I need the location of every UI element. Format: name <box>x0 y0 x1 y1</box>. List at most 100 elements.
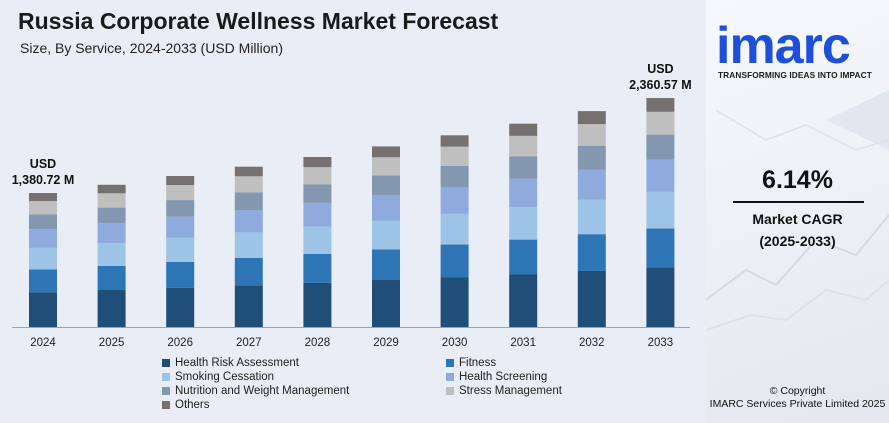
bar-segment <box>29 269 57 293</box>
bar-segment <box>646 111 675 135</box>
legend-label: Stress Management <box>459 385 562 397</box>
bar-segment <box>97 223 126 244</box>
bar-segment <box>372 175 400 196</box>
data-label-start-value: 1,380.72 M <box>12 173 75 187</box>
legend-swatch <box>162 359 170 367</box>
bar-segment <box>166 287 195 327</box>
bar-segment <box>97 290 126 327</box>
bar-segment <box>234 166 263 177</box>
bar-segment <box>577 145 606 170</box>
cagr-period: (2025-2033) <box>759 233 836 249</box>
bar-segment <box>234 285 263 327</box>
bar-segment <box>509 156 538 179</box>
bar-segment <box>577 270 606 327</box>
bar-segment <box>29 214 57 230</box>
bar-segment <box>97 193 126 208</box>
legend-swatch <box>446 373 454 381</box>
x-tick-label: 2033 <box>648 337 674 349</box>
bar-segment <box>97 243 126 266</box>
bar-segment <box>646 191 675 229</box>
legend-swatch <box>446 387 454 395</box>
x-tick-label: 2031 <box>510 337 536 349</box>
legend-label: Others <box>175 399 210 411</box>
chart-subtitle: Size, By Service, 2024-2033 (USD Million… <box>20 40 283 56</box>
copyright: © Copyright IMARC Services Private Limit… <box>706 385 889 411</box>
bar-segment <box>440 187 469 214</box>
bar-segment <box>646 134 675 160</box>
bar-segment <box>97 207 126 224</box>
x-tick-label: 2029 <box>373 337 399 349</box>
background-chart-decoration <box>706 90 889 331</box>
bar-segment <box>440 146 469 166</box>
bar-segment <box>509 178 538 208</box>
copyright-line-1: © Copyright <box>769 385 826 397</box>
bar-segment <box>577 124 606 146</box>
bar-segment <box>303 167 332 185</box>
bar-segment <box>29 201 57 215</box>
bar-segment <box>372 146 400 158</box>
x-tick-label: 2026 <box>167 337 193 349</box>
legend-item: Stress Management <box>446 385 562 397</box>
bar-segment <box>234 258 263 286</box>
legend-label: Health Risk Assessment <box>175 357 299 369</box>
legend-item: Health Risk Assessment <box>162 357 299 369</box>
bar-segment <box>303 157 332 168</box>
bar-segment <box>303 253 332 283</box>
bar-segment <box>577 234 606 271</box>
bar-segment <box>372 195 400 221</box>
bar-segment <box>303 226 332 254</box>
bar-segment <box>372 249 400 281</box>
imarc-logo: imarc <box>716 17 851 75</box>
bar-segment <box>440 213 469 245</box>
legend-item: Fitness <box>446 357 496 369</box>
legend-swatch <box>162 387 170 395</box>
bar-segment <box>166 176 195 185</box>
x-tick-label: 2025 <box>99 337 125 349</box>
bar-segment <box>440 135 469 147</box>
bar-segment <box>29 229 57 248</box>
bar-segment <box>29 193 57 202</box>
x-tick-label: 2028 <box>305 337 331 349</box>
cagr-label: Market CAGR <box>752 211 843 227</box>
bar-segment <box>166 216 195 238</box>
logo-tagline: TRANSFORMING IDEAS INTO IMPACT <box>718 70 872 80</box>
legend-swatch <box>162 401 170 409</box>
stacked-bar-chart: 2024 2025 2026 2027 2028 2029 2030 2031 2032 2033… <box>12 62 692 349</box>
bar-segment <box>577 169 606 200</box>
legend-swatch <box>446 359 454 367</box>
bar-segment <box>29 292 57 327</box>
bar-segment <box>97 265 126 291</box>
bar-segment <box>577 199 606 235</box>
bar-segment <box>509 274 538 327</box>
bar-segment <box>234 176 263 193</box>
bar-segment <box>166 185 195 201</box>
bar-segment <box>577 111 606 125</box>
bar-segment <box>440 244 469 278</box>
x-tick-label: 2030 <box>442 337 468 349</box>
bar-segment <box>166 237 195 262</box>
bar-segment <box>372 220 400 250</box>
copyright-line-2: IMARC Services Private Limited 2025 <box>709 398 886 410</box>
bar-segment <box>29 247 57 270</box>
cagr-value: 6.14% <box>762 166 833 194</box>
bar-segment <box>372 280 400 327</box>
bar-segment <box>509 135 538 157</box>
legend-label: Fitness <box>459 357 497 369</box>
bar-segment <box>234 232 263 258</box>
bar-segment <box>646 98 675 112</box>
bar-segment <box>303 282 332 327</box>
brand-side-panel: imarc TRANSFORMING IDEAS INTO IMPACT 6.1… <box>706 0 889 423</box>
data-label-start-unit: USD <box>30 157 56 171</box>
x-tick-label: 2027 <box>236 337 262 349</box>
bar-segment <box>509 207 538 240</box>
chart-panel: Russia Corporate Wellness Market Forecas… <box>0 0 706 423</box>
legend-item: Others <box>162 399 210 411</box>
bar-segment <box>646 267 675 327</box>
bar-segment <box>440 277 469 327</box>
data-label-end-unit: USD <box>647 62 673 76</box>
legend-label: Health Screening <box>459 371 548 383</box>
legend-label: Nutrition and Weight Management <box>175 385 350 397</box>
bar-segment <box>303 202 332 227</box>
bar-segment <box>646 228 675 268</box>
legend-item: Nutrition and Weight Management <box>162 385 349 397</box>
